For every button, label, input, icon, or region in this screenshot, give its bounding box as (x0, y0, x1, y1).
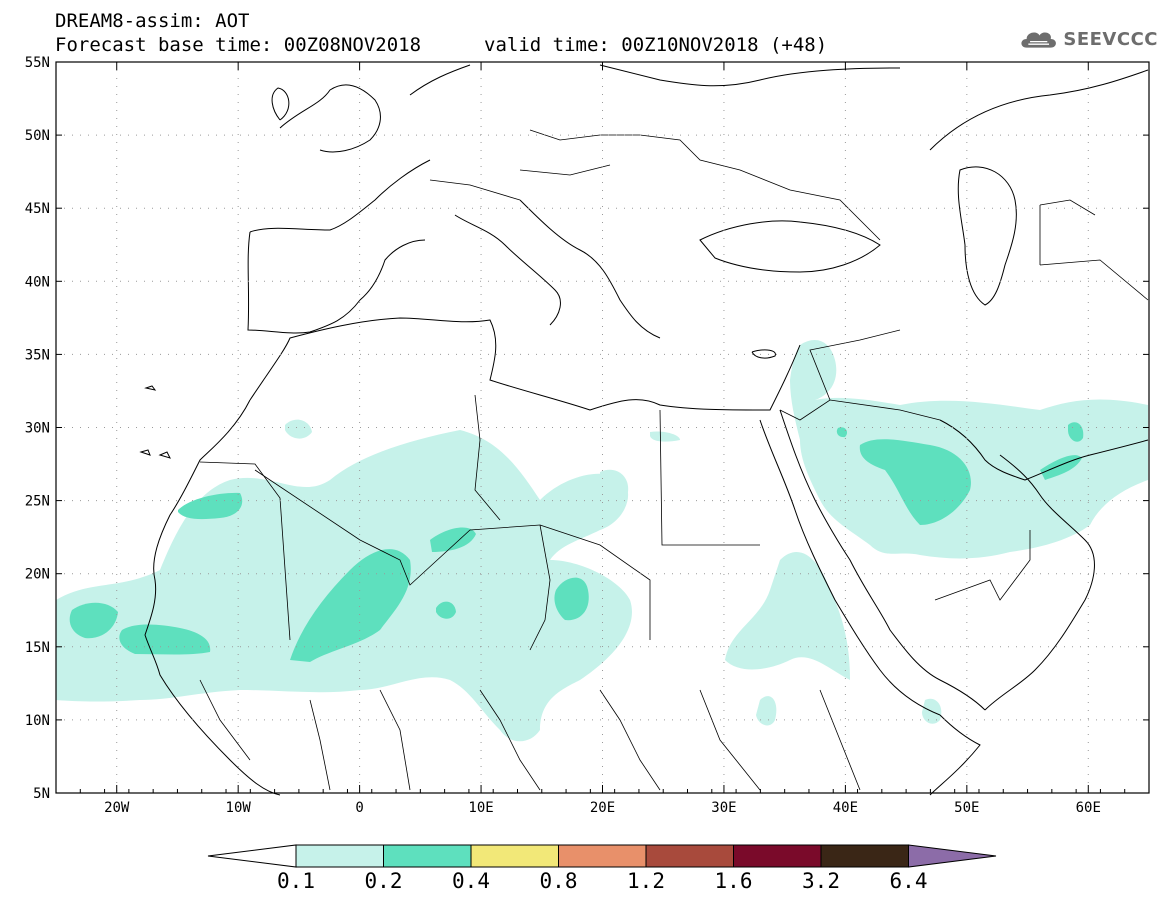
colorbar-swatch (820, 844, 909, 868)
colorbar-label: 6.4 (890, 869, 928, 893)
cloud-icon (1021, 32, 1056, 48)
lat-label: 25N (25, 494, 50, 510)
lon-labels: 20W 10W 0 10E 20E 30E 40E 50E 60E (104, 800, 1101, 816)
colorbar-label: 1.2 (627, 869, 665, 893)
coastlines (139, 64, 1149, 796)
lat-label: 55N (25, 55, 50, 71)
valid-time: valid time: 00Z10NOV2018 (+48) (484, 34, 828, 56)
lat-labels: 55N 50N 45N 40N 35N 30N 25N 20N 15N 10N 5N (25, 55, 50, 802)
lon-label: 20W (104, 800, 130, 816)
lat-label: 20N (25, 567, 50, 583)
lat-label: 40N (25, 274, 50, 290)
map-title: DREAM8-assim: AOT (55, 10, 250, 32)
colorbar-under-arrow (207, 844, 297, 868)
colorbar-label: 3.2 (802, 869, 840, 893)
colorbar-label: 0.4 (452, 869, 490, 893)
colorbar-swatch (470, 844, 559, 868)
colorbar-label: 0.2 (365, 869, 403, 893)
colorbar-label: 0.8 (540, 869, 578, 893)
colorbar-swatch (645, 844, 734, 868)
lon-label: 30E (711, 800, 736, 816)
aot-shading (56, 340, 1148, 742)
colorbar (207, 844, 997, 868)
colorbar-swatch (733, 844, 822, 868)
lat-label: 10N (25, 713, 50, 729)
lat-label: 35N (25, 347, 50, 363)
lat-label: 5N (33, 786, 50, 802)
colorbar-swatch (558, 844, 647, 868)
lon-label: 40E (833, 800, 858, 816)
colorbar-label: 1.6 (715, 869, 753, 893)
axis-ticks (55, 61, 1150, 794)
lat-label: 45N (25, 201, 50, 217)
country-borders (199, 129, 1149, 791)
colorbar-swatch (383, 844, 472, 868)
seevccc-logo: SEEVCCC (1018, 22, 1158, 56)
lon-label: 10E (468, 800, 493, 816)
lon-label: 20E (590, 800, 615, 816)
lon-label: 50E (954, 800, 979, 816)
forecast-base-time: Forecast base time: 00Z08NOV2018 (55, 34, 422, 56)
lon-label: 0 (355, 800, 363, 816)
lon-label: 10W (226, 800, 252, 816)
colorbar-label: 0.1 (277, 869, 315, 893)
lat-label: 15N (25, 640, 50, 656)
lat-label: 30N (25, 421, 50, 437)
lon-label: 60E (1076, 800, 1101, 816)
colorbar-swatch (295, 844, 384, 868)
colorbar-labels: 0.1 0.2 0.4 0.8 1.2 1.6 3.2 6.4 (277, 869, 927, 893)
lat-label: 50N (25, 128, 50, 144)
logo-text: SEEVCCC (1063, 28, 1158, 50)
colorbar-over-arrow (908, 844, 997, 868)
